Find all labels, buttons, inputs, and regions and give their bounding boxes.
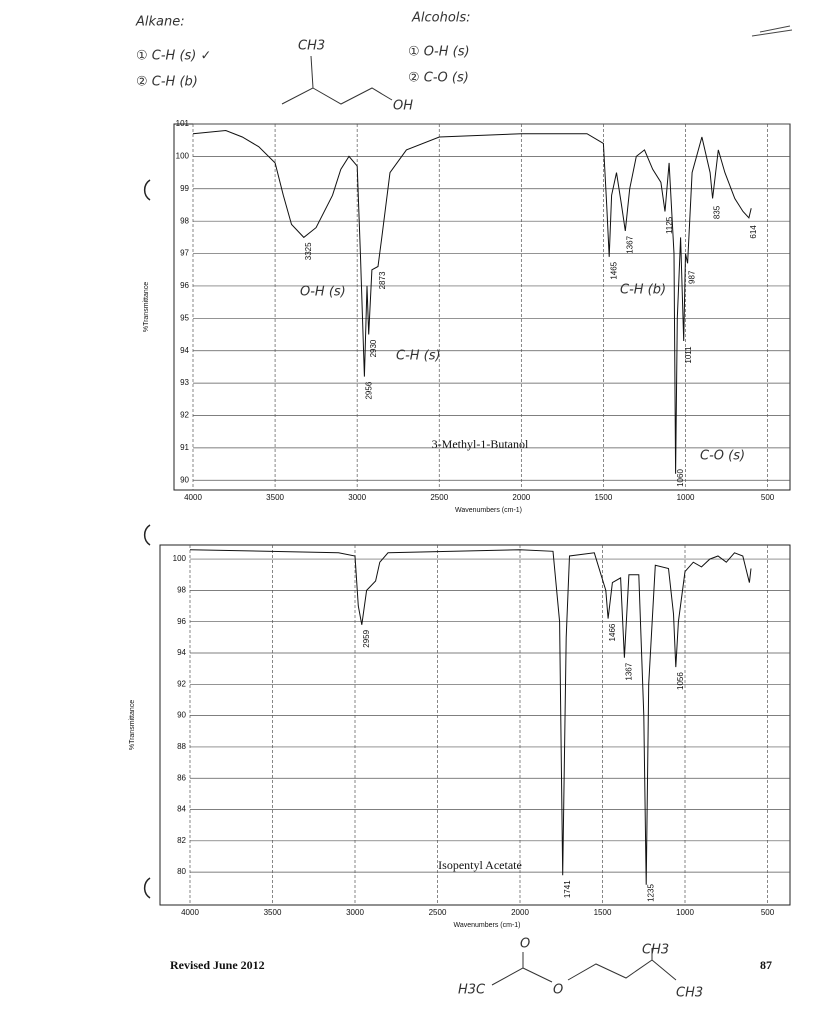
x-tick-label: 4000 bbox=[184, 493, 202, 502]
peak-label: 1011 bbox=[684, 346, 693, 364]
structure-label: CH3 bbox=[298, 39, 325, 54]
y-tick-label: 91 bbox=[180, 443, 189, 452]
chart-title: Isopentyl Acetate bbox=[438, 858, 522, 872]
annotation: C-O (s) bbox=[700, 449, 745, 464]
spectrum-line bbox=[192, 129, 752, 474]
structure-label: O bbox=[553, 983, 563, 998]
y-tick-label: 80 bbox=[177, 867, 186, 876]
y-tick-label: 88 bbox=[177, 742, 186, 751]
peak-label: 987 bbox=[688, 270, 697, 284]
footer-text: Revised June 2012 bbox=[170, 958, 265, 972]
peak-label: 2956 bbox=[364, 381, 373, 399]
spectrum-line bbox=[189, 549, 752, 885]
note: ① C-H (s) ✓ bbox=[136, 49, 211, 64]
y-tick-label: 97 bbox=[180, 249, 189, 258]
x-tick-label: 3000 bbox=[346, 908, 364, 917]
x-tick-label: 2000 bbox=[512, 493, 530, 502]
peak-label: 835 bbox=[713, 205, 722, 219]
y-tick-label: 92 bbox=[180, 411, 189, 420]
peak-label: 2930 bbox=[369, 339, 378, 357]
y-tick-label: 99 bbox=[180, 184, 189, 193]
y-tick-label: 100 bbox=[173, 554, 187, 563]
bond-lines bbox=[491, 948, 677, 986]
peak-label: 1465 bbox=[609, 261, 618, 279]
plot-frame bbox=[159, 544, 791, 906]
peak-label: 1060 bbox=[676, 469, 685, 487]
x-tick-label: 3500 bbox=[266, 493, 284, 502]
note: ② C-O (s) bbox=[408, 71, 469, 86]
note: Alcohols: bbox=[411, 11, 471, 26]
structure-label: CH3 bbox=[642, 943, 669, 958]
y-tick-label: 84 bbox=[177, 805, 186, 814]
binder-mark bbox=[143, 179, 151, 899]
x-tick-label: 3500 bbox=[264, 908, 282, 917]
note: ① O-H (s) bbox=[408, 45, 470, 60]
peak-label: 2959 bbox=[362, 629, 371, 647]
annotation: O-H (s) bbox=[300, 285, 346, 300]
annotation: C-H (s) bbox=[396, 349, 441, 364]
peak-label: 1235 bbox=[646, 884, 655, 902]
y-tick-label: 100 bbox=[176, 151, 190, 160]
x-tick-label: 500 bbox=[761, 908, 775, 917]
y-tick-label: 94 bbox=[177, 648, 186, 657]
y-tick-label: 98 bbox=[180, 216, 189, 225]
x-axis-label: Wavenumbers (cm-1) bbox=[453, 922, 520, 929]
x-tick-label: 2500 bbox=[430, 493, 448, 502]
x-tick-label: 500 bbox=[761, 493, 775, 502]
y-tick-label: 93 bbox=[180, 378, 189, 387]
peak-label: 1741 bbox=[563, 880, 572, 898]
peak-label: 3325 bbox=[304, 242, 313, 260]
annotation: C-H (b) bbox=[620, 283, 666, 298]
bond-lines bbox=[281, 55, 393, 105]
x-tick-label: 1500 bbox=[595, 493, 613, 502]
structure-label: H3C bbox=[458, 983, 486, 998]
y-tick-label: 95 bbox=[180, 313, 189, 322]
x-tick-label: 3000 bbox=[348, 493, 366, 502]
x-tick-label: 1000 bbox=[677, 493, 695, 502]
note: ② C-H (b) bbox=[136, 75, 198, 90]
peak-label: 1367 bbox=[625, 662, 634, 680]
x-axis-label: Wavenumbers (cm-1) bbox=[455, 507, 522, 514]
chart-title: 3-Methyl-1-Butanol bbox=[432, 437, 529, 451]
peak-label: 1466 bbox=[608, 623, 617, 641]
x-tick-label: 1000 bbox=[676, 908, 694, 917]
y-tick-label: 101 bbox=[176, 119, 190, 128]
x-tick-label: 1500 bbox=[594, 908, 612, 917]
peak-label: 2873 bbox=[378, 271, 387, 289]
x-tick-label: 4000 bbox=[181, 908, 199, 917]
y-tick-label: 82 bbox=[177, 836, 186, 845]
scribble bbox=[751, 25, 793, 37]
page-number: 87 bbox=[760, 958, 772, 972]
y-axis-label: %Transmittance bbox=[143, 282, 150, 332]
peak-label: 614 bbox=[749, 225, 758, 239]
y-tick-label: 92 bbox=[177, 679, 186, 688]
structure-label: CH3 bbox=[676, 986, 703, 1001]
peak-label: 1125 bbox=[665, 216, 674, 234]
y-tick-label: 98 bbox=[177, 586, 186, 595]
y-tick-label: 94 bbox=[180, 346, 189, 355]
x-tick-label: 2500 bbox=[429, 908, 447, 917]
structure-label: OH bbox=[393, 99, 413, 114]
peak-label: 1367 bbox=[625, 235, 634, 253]
structure-label: O bbox=[520, 937, 530, 952]
y-tick-label: 96 bbox=[177, 617, 186, 626]
y-tick-label: 90 bbox=[177, 711, 186, 720]
y-axis-label: %Transmittance bbox=[129, 700, 136, 750]
plot-frame bbox=[173, 123, 791, 491]
x-tick-label: 2000 bbox=[511, 908, 529, 917]
note: Alkane: bbox=[135, 15, 185, 30]
y-tick-label: 90 bbox=[180, 475, 189, 484]
y-tick-label: 96 bbox=[180, 281, 189, 290]
peak-label: 1056 bbox=[676, 672, 685, 690]
y-tick-label: 86 bbox=[177, 773, 186, 782]
